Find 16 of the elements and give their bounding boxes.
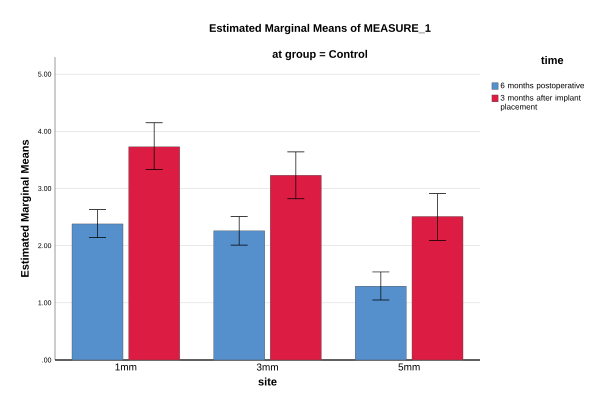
bar	[72, 224, 124, 360]
bar	[355, 286, 407, 360]
bar	[213, 230, 265, 360]
legend-label: 6 months postoperative	[500, 82, 584, 90]
y-axis-title: Estimated Marginal Means	[20, 140, 31, 277]
chart-title: Estimated Marginal Means of MEASURE_1	[210, 24, 431, 34]
x-tick-label: 5mm	[398, 364, 420, 371]
x-tick-label: 3mm	[256, 364, 278, 371]
chart-subtitle: at group = Control	[272, 50, 368, 60]
bar	[270, 175, 322, 360]
legend-label: 3 months after implant placement	[500, 94, 581, 112]
bar	[412, 216, 464, 360]
bar	[128, 146, 180, 360]
x-tick-label: 1mm	[115, 364, 136, 370]
legend-title: time	[541, 56, 564, 64]
x-axis-title: site	[258, 377, 277, 386]
